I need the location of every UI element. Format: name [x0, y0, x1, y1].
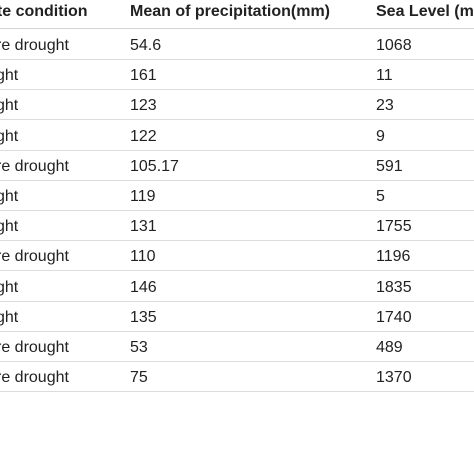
cell-climate-condition: ght: [0, 308, 19, 326]
cell-climate-condition: ght: [0, 127, 19, 145]
cell-sea-level: 1835: [376, 278, 412, 296]
cell-climate-condition: re drought: [0, 248, 69, 266]
table-row: ght 122 9: [0, 120, 474, 151]
cell-mean-precipitation: 146: [130, 278, 157, 296]
table-row: ght 123 23: [0, 89, 474, 121]
table-row: re drought 75 1370: [0, 361, 474, 393]
header-mean-precipitation: Mean of precipitation(mm): [130, 3, 331, 20]
cell-mean-precipitation: 119: [130, 188, 156, 205]
table-row: ght 135 1740: [0, 301, 474, 332]
cell-climate-condition: ght: [0, 97, 19, 115]
cell-sea-level: 489: [376, 339, 403, 356]
table-header-row: ate condition Mean of precipitation(mm) …: [0, 0, 474, 29]
cell-mean-precipitation: 110: [130, 248, 156, 266]
table-row: ght 161 11: [0, 59, 474, 91]
cell-mean-precipitation: 123: [130, 97, 157, 115]
cell-climate-condition: re drought: [0, 369, 69, 387]
cell-sea-level: 5: [376, 188, 385, 205]
header-climate-condition: ate condition: [0, 3, 88, 20]
cell-mean-precipitation: 131: [130, 218, 157, 236]
cell-sea-level: 591: [376, 157, 403, 175]
cell-sea-level: 1196: [376, 248, 411, 266]
cell-sea-level: 1740: [376, 308, 412, 326]
table-row: ght 119 5: [0, 180, 474, 211]
table-row: ght 146 1835: [0, 271, 474, 302]
cell-climate-condition: ght: [0, 278, 19, 296]
cell-climate-condition: re drought: [0, 339, 69, 356]
cell-climate-condition: ght: [0, 218, 19, 236]
cell-sea-level: 1068: [376, 37, 412, 54]
table-row: re drought 54.6 1068: [0, 29, 474, 60]
cell-sea-level: 23: [376, 97, 394, 115]
table-row: re drought 110 1196: [0, 240, 474, 272]
cell-climate-condition: re drought: [0, 157, 69, 175]
table-row: re drought 53 489: [0, 331, 474, 362]
cell-sea-level: 1755: [376, 218, 412, 236]
cell-mean-precipitation: 122: [130, 127, 157, 145]
table-row: ght 131 1755: [0, 210, 474, 242]
cell-sea-level: 9: [376, 127, 385, 145]
cell-sea-level: 11: [376, 67, 393, 85]
table-row: re drought 105.17 591: [0, 150, 474, 181]
cell-mean-precipitation: 161: [130, 67, 157, 85]
cell-sea-level: 1370: [376, 369, 412, 387]
cell-mean-precipitation: 135: [130, 308, 157, 326]
cell-mean-precipitation: 105.17: [130, 157, 179, 175]
cell-climate-condition: ght: [0, 188, 19, 205]
cell-climate-condition: re drought: [0, 37, 69, 54]
cell-climate-condition: ght: [0, 67, 19, 85]
cell-mean-precipitation: 75: [130, 369, 148, 387]
header-sea-level: Sea Level (m: [376, 3, 474, 20]
cell-mean-precipitation: 54.6: [130, 37, 162, 54]
cell-mean-precipitation: 53: [130, 339, 148, 356]
